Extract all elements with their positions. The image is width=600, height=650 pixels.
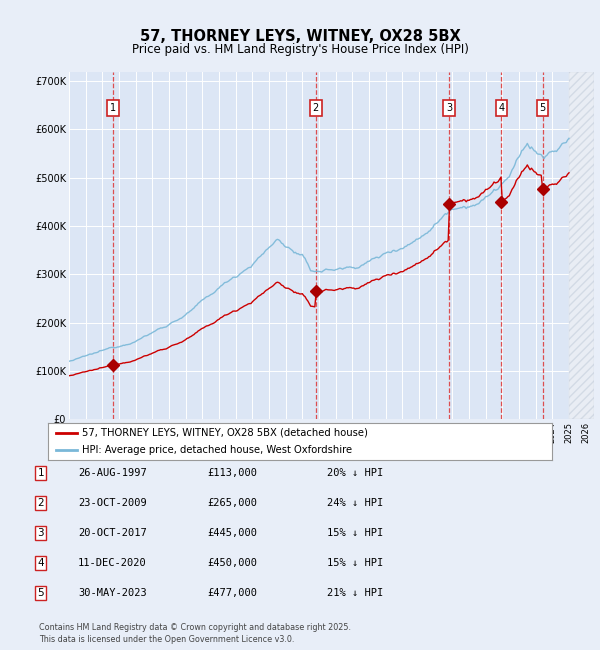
- Text: £477,000: £477,000: [207, 588, 257, 598]
- Text: 20% ↓ HPI: 20% ↓ HPI: [327, 468, 383, 478]
- Text: £113,000: £113,000: [207, 468, 257, 478]
- Text: 26-AUG-1997: 26-AUG-1997: [78, 468, 147, 478]
- Bar: [569, 72, 594, 419]
- Text: 57, THORNEY LEYS, WITNEY, OX28 5BX (detached house): 57, THORNEY LEYS, WITNEY, OX28 5BX (deta…: [82, 428, 368, 437]
- Text: HPI: Average price, detached house, West Oxfordshire: HPI: Average price, detached house, West…: [82, 445, 352, 455]
- Text: 15% ↓ HPI: 15% ↓ HPI: [327, 558, 383, 568]
- Text: £445,000: £445,000: [207, 528, 257, 538]
- Text: 3: 3: [37, 528, 44, 538]
- Text: 4: 4: [498, 103, 505, 113]
- Text: 30-MAY-2023: 30-MAY-2023: [78, 588, 147, 598]
- Text: 24% ↓ HPI: 24% ↓ HPI: [327, 498, 383, 508]
- Text: 2: 2: [37, 498, 44, 508]
- Text: 11-DEC-2020: 11-DEC-2020: [78, 558, 147, 568]
- Text: 2: 2: [313, 103, 319, 113]
- Text: Price paid vs. HM Land Registry's House Price Index (HPI): Price paid vs. HM Land Registry's House …: [131, 43, 469, 56]
- Text: 20-OCT-2017: 20-OCT-2017: [78, 528, 147, 538]
- Text: 4: 4: [37, 558, 44, 568]
- Text: 5: 5: [539, 103, 545, 113]
- Text: Contains HM Land Registry data © Crown copyright and database right 2025.
This d: Contains HM Land Registry data © Crown c…: [39, 623, 351, 644]
- Bar: [569, 72, 594, 419]
- Text: £450,000: £450,000: [207, 558, 257, 568]
- Text: 5: 5: [37, 588, 44, 598]
- Text: 1: 1: [37, 468, 44, 478]
- Text: 3: 3: [446, 103, 452, 113]
- Text: 21% ↓ HPI: 21% ↓ HPI: [327, 588, 383, 598]
- Text: 23-OCT-2009: 23-OCT-2009: [78, 498, 147, 508]
- Text: 1: 1: [110, 103, 116, 113]
- Text: £265,000: £265,000: [207, 498, 257, 508]
- Text: 15% ↓ HPI: 15% ↓ HPI: [327, 528, 383, 538]
- Text: 57, THORNEY LEYS, WITNEY, OX28 5BX: 57, THORNEY LEYS, WITNEY, OX28 5BX: [140, 29, 460, 44]
